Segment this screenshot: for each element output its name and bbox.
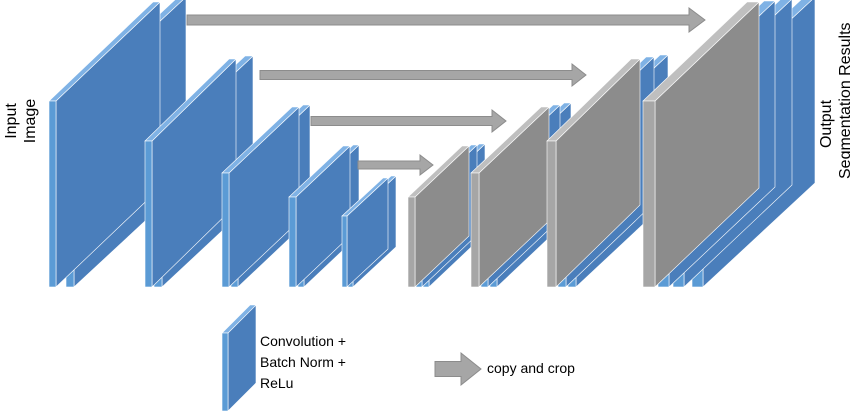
decoder-block-1-layer-1-front bbox=[642, 100, 656, 288]
decoder-block-2-layer-1 bbox=[546, 58, 641, 288]
legend-conv-line-2: Batch Norm + bbox=[260, 354, 346, 370]
copy-crop-arrow-4 bbox=[357, 153, 434, 177]
encoder-block-3-layer-1-front bbox=[221, 172, 230, 288]
input-label-line-1: Input bbox=[3, 103, 20, 139]
copy-crop-arrow-2 bbox=[259, 62, 587, 88]
bottleneck-block-layer-1-front bbox=[341, 215, 348, 288]
output-label-line-2: Segmentation Results bbox=[837, 22, 850, 179]
decoder-block-4-layer-1 bbox=[407, 145, 470, 288]
decoder-block-2-layer-1-front bbox=[546, 140, 557, 288]
decoder-block-1-layer-1 bbox=[642, 1, 760, 288]
legend-conv-icon-side bbox=[227, 304, 257, 412]
copy-crop-arrow-1 bbox=[186, 7, 706, 33]
legend-conv-icon-front bbox=[221, 332, 229, 412]
bottleneck-block-layer-1 bbox=[341, 177, 389, 288]
legend-conv-label: Convolution + Batch Norm + ReLu bbox=[260, 331, 346, 394]
legend-conv-icon bbox=[221, 304, 257, 412]
legend-conv-line-3: ReLu bbox=[260, 375, 294, 391]
input-image-label: Input Image bbox=[2, 98, 40, 144]
legend-copy-label: copy and crop bbox=[487, 360, 575, 376]
copy-crop-arrow-3 bbox=[310, 108, 507, 134]
encoder-block-4-layer-1-front bbox=[288, 196, 297, 288]
legend-conv-line-1: Convolution + bbox=[260, 333, 347, 349]
decoder-block-4-layer-1-front bbox=[407, 196, 416, 288]
output-label: Output Segmentation Results bbox=[817, 22, 850, 179]
output-label-line-1: Output bbox=[818, 99, 835, 149]
legend-copy-icon bbox=[434, 351, 482, 387]
input-label-line-2: Image bbox=[22, 98, 39, 144]
encoder-block-2-layer-1-front bbox=[144, 140, 153, 288]
decoder-block-3-layer-1 bbox=[470, 106, 550, 288]
decoder-block-3-layer-1-front bbox=[470, 172, 480, 288]
encoder-block-1-layer-1-front bbox=[48, 100, 57, 288]
encoder-block-1-layer-1 bbox=[48, 1, 161, 288]
